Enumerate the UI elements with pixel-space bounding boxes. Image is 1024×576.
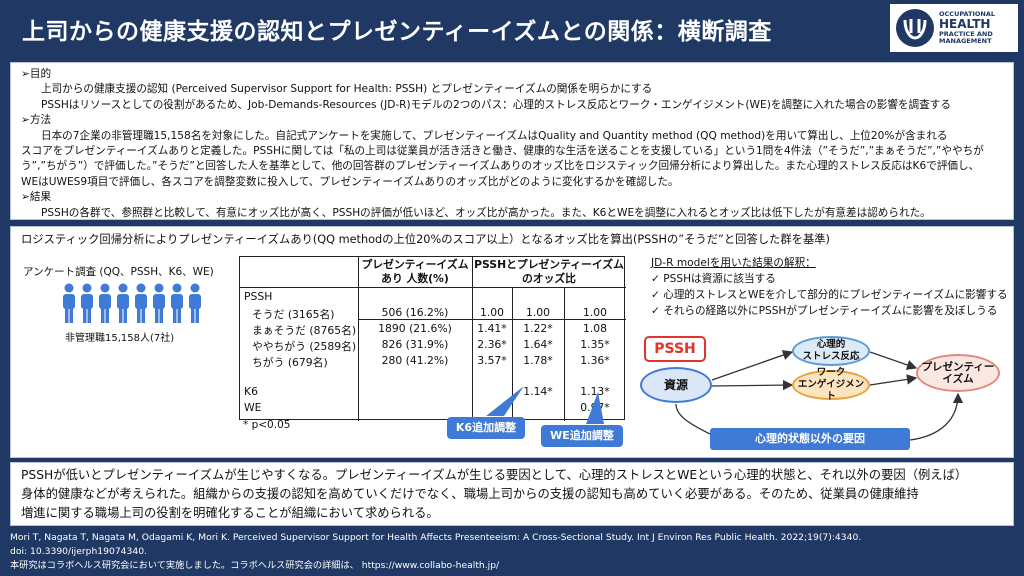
table-cell: 1.00 [479,306,505,319]
person-icon [153,283,165,323]
table-cell: 1890 (21.6%) [378,322,452,335]
table-cell: 1.00 [582,306,608,319]
table-row-label: ちがう (679名) [252,356,328,369]
person-icon [99,283,111,323]
callout-we: WE追加調整 [541,425,623,447]
table-cell: 1.36* [580,354,610,367]
person-icon [135,283,147,323]
table-cell: 3.57* [477,354,507,367]
diagram-work-engagement: ワーク エンゲイジメント [792,367,870,402]
footer-doi: doi: 10.3390/ijerph19074340. [10,546,147,557]
method-heading: ➢方法 [21,114,52,127]
method-text-3: う”,”ちがう”）で評価した。”そうだ”と回答した人を基準として、他の回答群のプ… [21,160,980,173]
logo-mark-icon [896,9,934,47]
diagram-presenteeism: プレゼンティー イズム [916,354,1000,392]
table-header-odds: PSSHとプレゼンティーイズム のオッズ比 [474,258,624,285]
summary-panel: ➢目的 上司からの健康支援の認知 (Perceived Supervisor S… [10,62,1014,220]
diagram-other-factors: 心理的状態以外の要因 [710,428,910,450]
diagram-resource: 資源 [640,367,712,403]
table-cell: 826 (31.9%) [381,338,449,351]
footer: Mori T, Nagata T, Nagata M, Odagami K, M… [10,531,861,573]
logo: OCCUPATIONAL HEALTH PRACTICE AND MANAGEM… [890,4,1018,52]
person-icon [81,283,93,323]
table-cell: 1.35* [580,338,610,351]
table-row-k6-label: K6 [244,385,258,398]
person-icon [63,283,75,323]
footer-citation: Mori T, Nagata T, Nagata M, Odagami K, M… [10,532,862,543]
interpretation-item-2: ✓ 心理的ストレスとWEを介して部分的にプレゼンティーイズムに影響する [651,289,1008,301]
results-heading: ロジスティック回帰分析によりプレゼンティーイズムあり(QQ methodの上位2… [21,233,830,246]
people-icon [57,283,207,327]
table-cell: 1.41* [477,322,507,335]
purpose-heading: ➢目的 [21,68,52,80]
purpose-text-2: PSSHはリソースとしての役割があるため、Job-Demands-Resourc… [41,98,951,111]
method-text-1: 日本の7企業の非管理職15,158名を対象にした。自記式アンケートを実施して、プ… [41,129,948,142]
table-k6-or2: 1.14* [523,385,553,398]
person-icon [171,283,183,323]
table-row-label: まぁそうだ (8765名) [252,324,357,337]
table-cell: 1.64* [523,338,553,351]
person-icon [117,283,129,323]
method-text-4: WEはUWES9項目で評価し、各スコアを調整変数に投入して、プレゼンティーイズム… [21,175,679,188]
table-cell: 1.08 [582,322,608,335]
result-text-1: PSSHの各群で、参照群と比較して、有意にオッズ比が高く、PSSHの評価が低いほ… [41,206,931,219]
table-cell: 1.22* [523,322,553,335]
table-we-or3: 0.97* [580,401,610,414]
logo-text: OCCUPATIONAL HEALTH PRACTICE AND MANAGEM… [939,10,996,45]
person-icon [189,283,201,323]
purpose-text-1: 上司からの健康支援の認知 (Perceived Supervisor Suppo… [41,83,653,96]
interpretation-item-3: ✓ それらの経路以外にPSSHがプレゼンティーイズムに影響を及ぼしうる [651,305,998,317]
interpretation-title: JD-R modelを用いた結果の解釈： [651,257,816,269]
interpretation: JD-R modelを用いた結果の解釈： ✓ PSSHは資源に該当する ✓ 心理… [651,255,1008,319]
result-heading: ➢結果 [21,191,52,204]
conclusion-line-1: PSSHが低いとプレゼンティーイズムが生じやすくなる。プレゼンティーイズムが生じ… [21,468,968,482]
table-cell: 1.78* [523,354,553,367]
header: 上司からの健康支援の認知とプレゼンティーイズムとの関係：横断調査 OCCUPAT… [0,0,1024,56]
method-text-2: スコアをプレゼンティーイズムありと定義した。PSSHに関しては「私の上司は従業員… [21,145,984,158]
table-cell: 280 (41.2%) [381,354,449,367]
callout-k6: K6追加調整 [447,417,525,439]
table-cell: 506 (16.2%) [381,306,449,319]
table-k6-or3: 1.13* [580,385,610,398]
diagram-pssh: PSSH [644,336,706,362]
table-cell: 1.00 [525,306,551,319]
diagram-stress: 心理的 ストレス反応 [792,336,870,366]
table-row-label: そうだ (3165名) [252,308,335,321]
interpretation-item-1: ✓ PSSHは資源に該当する [651,273,776,285]
footer-note: 本研究はコラボヘルス研究会において実施しました。コラボヘルス研究会の詳細は、 h… [10,560,500,571]
conclusion-panel: PSSHが低いとプレゼンティーイズムが生じやすくなる。プレゼンティーイズムが生じ… [10,462,1014,526]
table-section-pssh: PSSH [244,290,273,303]
conclusion-line-2: 身体的健康などが考えられた。組織からの支援の認知を高めていくだけでなく、職場上司… [21,486,919,501]
table-row-label: ややちがう (2589名) [252,340,357,353]
survey-sub: 非管理職15,158人(7社) [65,333,175,344]
odds-table: プレゼンティーイズム あり 人数(%) PSSHとプレゼンティーイズム のオッズ… [239,256,626,421]
table-row-we-label: WE [244,401,262,414]
page-title: 上司からの健康支援の認知とプレゼンティーイズムとの関係：横断調査 [22,19,772,45]
survey-label: アンケート調査 (QQ、PSSH、K6、WE) [23,266,214,278]
conclusion-line-3: 増進に関する職場上司の役割を明確化することが組織において求められる。 [21,505,439,520]
table-cell: 2.36* [477,338,507,351]
significance-note: * p<0.05 [243,419,291,431]
table-header-count: プレゼンティーイズム あり 人数(%) [361,258,469,285]
